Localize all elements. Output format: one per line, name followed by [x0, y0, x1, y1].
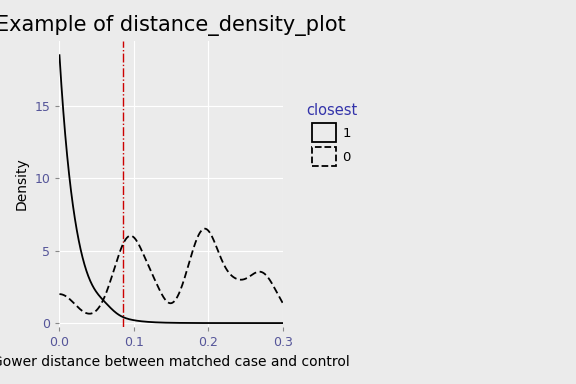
Title: Example of distance_density_plot: Example of distance_density_plot [0, 15, 346, 36]
X-axis label: Gower distance between matched case and control: Gower distance between matched case and … [0, 355, 350, 369]
Legend: 1, 0: 1, 0 [302, 99, 361, 170]
Y-axis label: Density: Density [15, 158, 29, 210]
